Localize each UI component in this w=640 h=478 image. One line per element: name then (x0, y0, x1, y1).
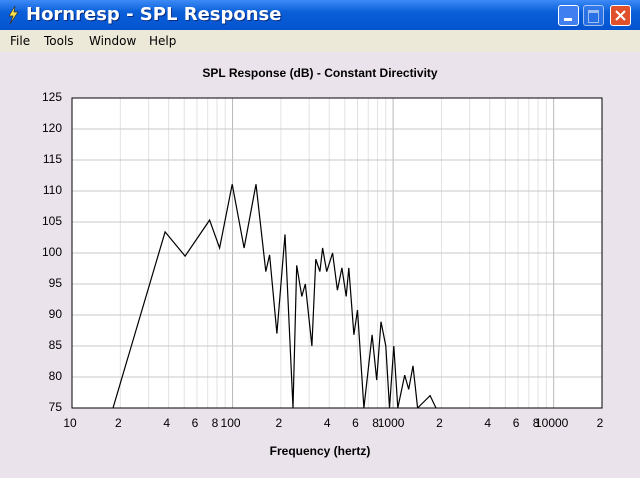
x-tick-label: 8 (533, 416, 540, 430)
x-tick-label: 2 (436, 416, 443, 430)
minimize-button[interactable] (558, 5, 579, 26)
y-tick-label: 115 (43, 152, 62, 166)
x-tick-label: 2 (115, 416, 122, 430)
x-tick-label: 1000 (378, 416, 405, 430)
y-tick-label: 90 (49, 307, 63, 321)
x-tick-label: 2 (597, 416, 604, 430)
menu-item[interactable]: File (10, 34, 31, 48)
y-tick-label: 125 (42, 90, 62, 104)
y-tick-label: 75 (49, 400, 63, 414)
window-title: Hornresp - SPL Response (26, 4, 282, 25)
maximize-button (583, 5, 604, 26)
grid (71, 97, 603, 409)
y-tick-label: 100 (42, 245, 62, 259)
x-tick-label: 4 (484, 416, 491, 430)
chart-title: SPL Response (dB) - Constant Directivity (202, 66, 437, 80)
x-tick-label: 4 (324, 416, 331, 430)
title-bar: Hornresp - SPL Response (0, 0, 640, 30)
menu-bar: File Tools Window Help (0, 30, 640, 52)
menu-item[interactable]: Window (89, 34, 137, 48)
y-tick-label: 120 (42, 121, 62, 135)
x-tick-label: 4 (163, 416, 170, 430)
spl-curve (112, 184, 437, 408)
plot-border (71, 97, 603, 409)
x-tick-label: 8 (372, 416, 379, 430)
x-tick-label: 8 (212, 416, 219, 430)
y-tick-label: 95 (49, 276, 63, 290)
y-tick-label: 80 (49, 369, 63, 383)
y-tick-label: 105 (42, 214, 62, 228)
x-tick-label: 100 (221, 416, 241, 430)
app-icon (8, 5, 19, 25)
x-tick-label: 10 (63, 416, 77, 430)
y-tick-label: 110 (43, 183, 62, 197)
x-tick-label: 6 (192, 416, 199, 430)
close-icon (615, 10, 626, 21)
close-button[interactable] (610, 5, 631, 26)
x-tick-label: 2 (276, 416, 283, 430)
x-tick-label: 6 (352, 416, 359, 430)
y-tick-label: 85 (49, 338, 63, 352)
x-tick-label: 6 (513, 416, 520, 430)
chart: SPL Response (dB) - Constant Directivity… (42, 66, 604, 458)
menu-item[interactable]: Tools (44, 34, 74, 48)
menu-item[interactable]: Help (149, 34, 177, 48)
x-tick-label: 10000 (535, 416, 569, 430)
x-axis-label: Frequency (hertz) (270, 444, 371, 458)
